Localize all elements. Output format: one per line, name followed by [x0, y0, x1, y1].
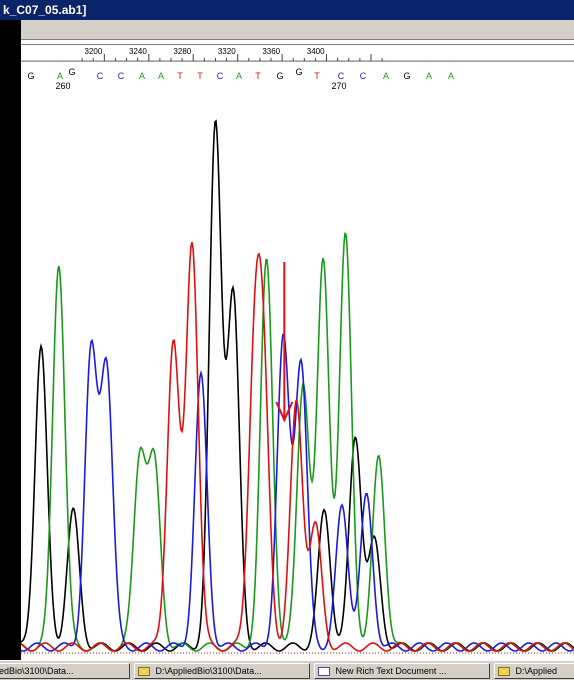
base-call-letter: A	[383, 71, 389, 81]
ruler-tick-label: 3400	[307, 47, 325, 56]
base-call-letter: C	[217, 71, 224, 81]
ruler-svg: 3200 3240 3280 3320 3360 3400	[21, 47, 574, 62]
windows-taskbar: edBio\3100\Data... D:\AppliedBio\3100\Da…	[0, 660, 574, 680]
trace-line-A	[10, 232, 574, 652]
base-call-letter: T	[197, 71, 203, 81]
base-call-letter: A	[158, 71, 164, 81]
electropherogram-chart	[10, 90, 574, 660]
base-call-letter: T	[255, 71, 261, 81]
base-call-letter: G	[27, 71, 34, 81]
base-call-letter: G	[68, 67, 75, 77]
base-call-letter: A	[236, 71, 242, 81]
ruler-tick-label: 3360	[262, 47, 280, 56]
taskbar-button-1[interactable]: edBio\3100\Data...	[0, 663, 130, 679]
left-window-frame	[0, 20, 21, 660]
base-position-label: 260	[55, 81, 70, 90]
chromatogram-svg	[10, 119, 574, 654]
base-call-letter: C	[97, 71, 104, 81]
trace-position-ruler: 3200 3240 3280 3320 3360 3400	[21, 44, 574, 62]
trace-line-C	[10, 333, 574, 652]
taskbar-button-label: New Rich Text Document ...	[335, 666, 447, 676]
toolbar-strip	[0, 20, 574, 40]
ruler-tick-label: 3200	[85, 47, 103, 56]
window-title-bar: k_C07_05.ab1]	[0, 0, 574, 20]
ruler-tick-label: 3320	[218, 47, 236, 56]
base-position-label: 270	[331, 81, 346, 90]
base-call-track: G A G C C A A T T C A T G G T C C A G A A 260 270	[21, 62, 574, 91]
base-call-letter: T	[177, 71, 183, 81]
ruler-tick-label: 3240	[129, 47, 147, 56]
taskbar-button-2[interactable]: D:\AppliedBio\3100\Data...	[134, 663, 310, 679]
base-call-letter: A	[57, 71, 63, 81]
folder-icon	[498, 667, 510, 677]
ruler-tick-label: 3280	[173, 47, 191, 56]
window-title: k_C07_05.ab1]	[3, 3, 87, 17]
taskbar-button-3[interactable]: New Rich Text Document ...	[314, 663, 490, 679]
base-call-letter: C	[360, 71, 367, 81]
base-call-letter: G	[403, 71, 410, 81]
taskbar-button-4[interactable]: D:\Applied	[494, 663, 574, 679]
trace-line-T	[10, 242, 574, 652]
base-call-letter: C	[118, 71, 125, 81]
folder-icon	[138, 667, 150, 677]
base-call-letter: A	[426, 71, 432, 81]
base-call-letter: G	[276, 71, 283, 81]
taskbar-button-label: edBio\3100\Data...	[0, 666, 74, 676]
base-call-letter: C	[338, 71, 345, 81]
red-down-arrow-icon	[275, 401, 294, 423]
base-call-letter: A	[139, 71, 145, 81]
base-call-letter: T	[314, 71, 320, 81]
document-icon	[318, 667, 330, 677]
base-call-letter: A	[448, 71, 454, 81]
base-call-letter: G	[295, 67, 302, 77]
taskbar-button-label: D:\AppliedBio\3100\Data...	[155, 666, 262, 676]
taskbar-button-label: D:\Applied	[515, 666, 558, 676]
